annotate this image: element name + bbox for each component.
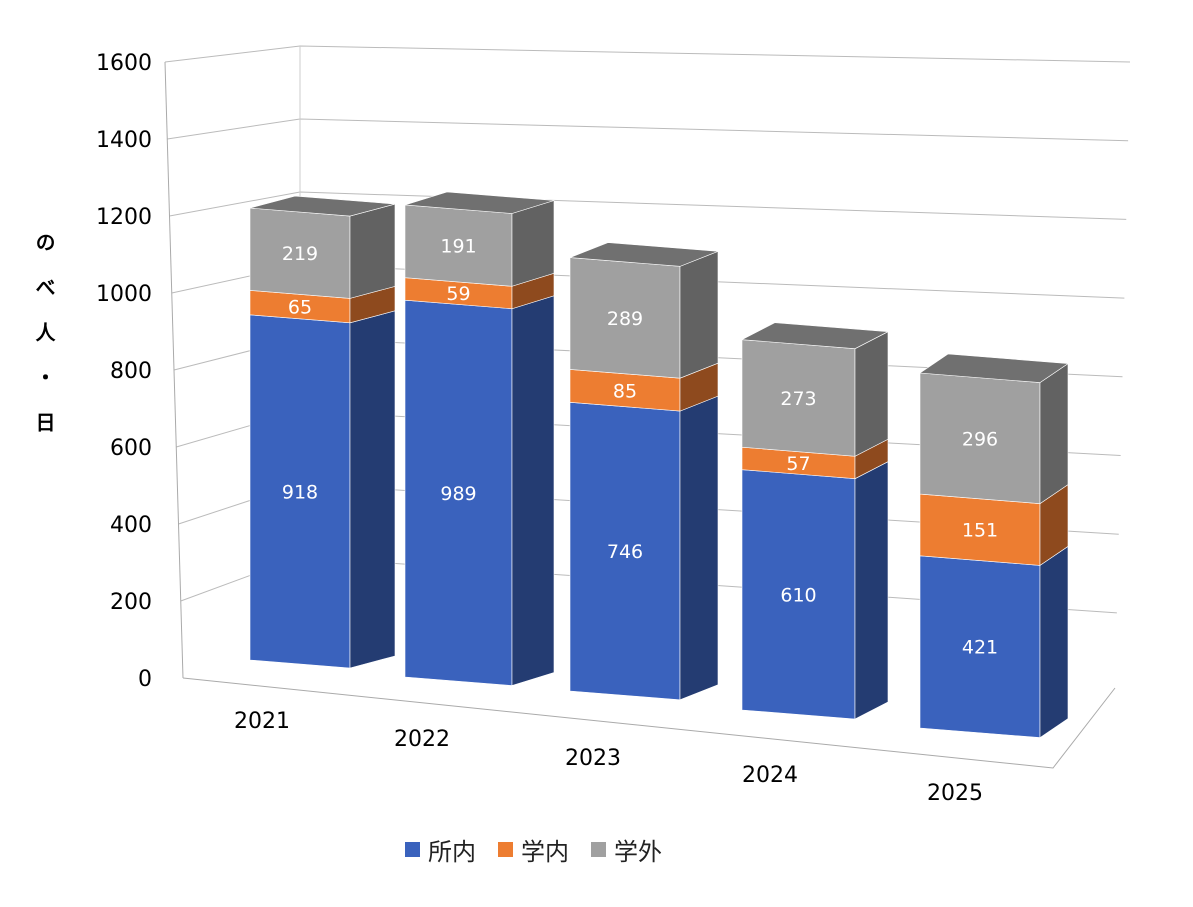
bar-stack-2024: 610 57 273 bbox=[740, 322, 890, 720]
y-tick-label: 800 bbox=[110, 359, 152, 384]
bar-top bbox=[404, 191, 555, 214]
bar-top bbox=[569, 242, 719, 267]
legend-item: 学内 bbox=[498, 832, 569, 867]
bar-side-学外 bbox=[511, 200, 555, 287]
data-label: 989 bbox=[440, 483, 476, 505]
x-tick-label: 2023 bbox=[565, 746, 621, 771]
data-label: 85 bbox=[613, 380, 637, 402]
y-axis-label: のべ人・日 bbox=[32, 232, 56, 457]
gridline bbox=[167, 118, 1129, 142]
data-label: 151 bbox=[962, 520, 998, 542]
legend-label: 学外 bbox=[614, 838, 662, 866]
y-tick-label: 600 bbox=[110, 436, 152, 461]
legend-item: 所内 bbox=[405, 832, 476, 867]
y-tick-label: 1600 bbox=[96, 51, 152, 76]
data-label: 746 bbox=[607, 541, 643, 563]
x-tick-label: 2025 bbox=[927, 781, 983, 806]
bar-side-所内 bbox=[679, 395, 719, 701]
bar-top bbox=[249, 195, 396, 217]
bar-side-所内 bbox=[854, 461, 889, 720]
y-tick-label: 1200 bbox=[96, 205, 152, 230]
y-tick-label: 0 bbox=[138, 667, 152, 692]
y-tick-label: 1000 bbox=[96, 282, 152, 307]
legend-swatch bbox=[405, 842, 420, 857]
x-tick-label: 2024 bbox=[742, 763, 798, 788]
data-label: 296 bbox=[962, 428, 998, 450]
data-label: 421 bbox=[962, 637, 998, 659]
y-tick-label: 200 bbox=[110, 590, 152, 615]
bar-side-所内 bbox=[1039, 545, 1069, 739]
bar-side-学外 bbox=[679, 250, 719, 379]
bar-side-所内 bbox=[349, 310, 396, 669]
data-label: 289 bbox=[607, 308, 643, 330]
bar-top bbox=[740, 322, 890, 349]
x-tick-label: 2022 bbox=[394, 727, 450, 752]
data-label: 610 bbox=[780, 584, 816, 606]
bar-stack-2023: 746 85 289 bbox=[569, 242, 719, 701]
x-tick-label: 2021 bbox=[234, 709, 290, 734]
bar-side-学外 bbox=[854, 331, 889, 457]
legend-swatch bbox=[498, 842, 513, 857]
legend: 所内 学内 学外 bbox=[405, 832, 684, 867]
gridline bbox=[164, 45, 1131, 63]
legend-label: 所内 bbox=[428, 838, 476, 866]
data-label: 918 bbox=[282, 481, 318, 503]
data-label: 219 bbox=[282, 243, 318, 265]
bar-side-学外 bbox=[349, 203, 396, 299]
data-label: 191 bbox=[440, 236, 476, 258]
y-tick-label: 1400 bbox=[96, 128, 152, 153]
legend-label: 学内 bbox=[521, 838, 569, 866]
y-axis-line bbox=[164, 61, 184, 679]
floor-edge bbox=[182, 677, 1116, 769]
y-tick-label: 400 bbox=[110, 513, 152, 538]
bar-stack-2022: 989 59 191 bbox=[404, 191, 555, 686]
bar-side-所内 bbox=[511, 295, 555, 686]
data-label: 57 bbox=[786, 453, 810, 475]
data-label: 59 bbox=[446, 283, 470, 305]
bar-top bbox=[919, 353, 1069, 383]
bar-side-学外 bbox=[1039, 363, 1069, 505]
legend-item: 学外 bbox=[591, 832, 662, 867]
data-label: 273 bbox=[780, 388, 816, 410]
data-label: 65 bbox=[288, 297, 312, 319]
bar-stack-2025: 421 151 296 bbox=[919, 353, 1069, 739]
bar-stack-2021: 918 65 219 bbox=[249, 195, 396, 669]
legend-swatch bbox=[591, 842, 606, 857]
